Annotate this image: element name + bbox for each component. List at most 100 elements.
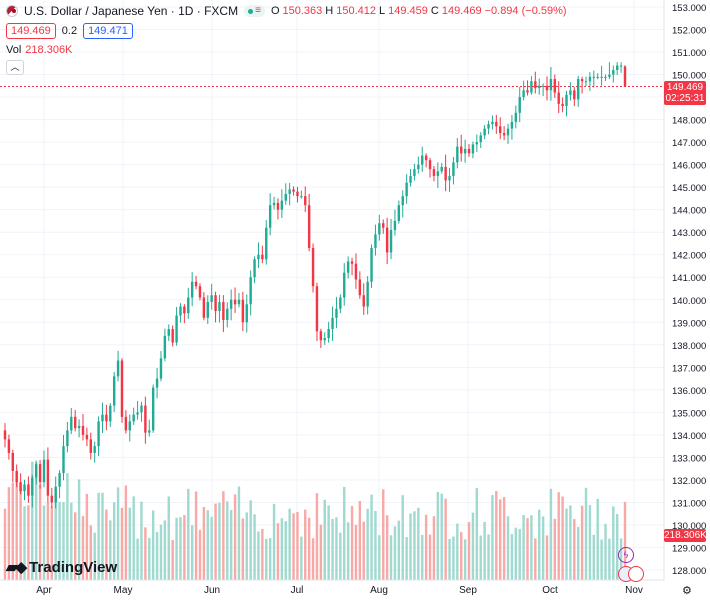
candle-body (382, 223, 385, 228)
volume-legend[interactable]: Vol 218.306K (6, 44, 72, 56)
candle-body (81, 425, 85, 435)
volume-bar (499, 499, 502, 580)
candle-body (159, 358, 163, 379)
volume-bar (460, 532, 463, 580)
volume-bar (15, 472, 18, 580)
volume-bar (323, 499, 326, 580)
candle-body (19, 482, 22, 492)
volume-bar (214, 503, 217, 580)
candle-body (187, 297, 190, 314)
candle-body (101, 414, 104, 422)
price-tick-label: 153.000 (672, 3, 706, 14)
symbol-title[interactable]: U.S. Dollar / Japanese Yen · 1D · FXCM (24, 4, 239, 18)
candle-body (417, 164, 420, 170)
price-tick-label: 131.000 (672, 498, 706, 509)
candle-body (327, 329, 330, 339)
change-value: −0.894 (−0.59%) (484, 5, 567, 17)
candle-body (241, 299, 245, 323)
volume-bar (116, 487, 120, 580)
price-tick-label: 129.000 (672, 543, 706, 554)
volume-bar (354, 524, 358, 580)
candle-body (460, 146, 463, 154)
price-tick-label: 130.000 (672, 521, 706, 532)
buy-button[interactable]: 149.471 (83, 23, 133, 39)
candle-body (522, 90, 525, 98)
candle-body (378, 223, 381, 235)
volume-label: Vol (6, 44, 22, 56)
candle-body (62, 446, 65, 474)
gear-icon[interactable]: ⚙ (682, 585, 692, 597)
candle-body (15, 470, 18, 483)
volume-bar (253, 514, 256, 580)
candle-body (300, 196, 303, 198)
volume-bar (510, 534, 514, 580)
tradingview-logo-icon: ▰◆ (6, 559, 27, 576)
volume-bar (144, 527, 147, 580)
volume-bar (163, 520, 167, 580)
candle-body (276, 202, 280, 210)
volume-bar (38, 484, 42, 580)
candle-body (514, 112, 518, 122)
volume-bar (31, 461, 34, 580)
volume-bar (151, 510, 155, 580)
event-icon[interactable] (628, 566, 644, 582)
volume-bar (226, 501, 229, 580)
volume-bar (502, 497, 506, 580)
volume-bar (54, 495, 57, 580)
candle-body (253, 259, 256, 278)
candle-body (85, 434, 89, 440)
volume-bar (401, 495, 404, 580)
sell-button[interactable]: 149.469 (6, 23, 56, 39)
candle-body (280, 200, 284, 210)
candle-body (580, 79, 584, 82)
candle-body (389, 229, 393, 253)
candle-body (218, 302, 221, 312)
candle-body (339, 297, 342, 309)
volume-bar (518, 528, 521, 580)
volume-bar (393, 526, 397, 580)
candle-body (3, 430, 7, 440)
volume-bar (569, 505, 572, 580)
high-value: 150.412 (336, 5, 376, 17)
time-tick-label: Apr (36, 585, 52, 596)
volume-bar (358, 501, 362, 580)
volume-bar (233, 494, 237, 580)
volume-bar (475, 488, 479, 580)
candle-body (89, 439, 92, 453)
candle-body (588, 76, 592, 82)
volume-bar (3, 508, 7, 580)
market-status-badge[interactable]: ≡ (244, 5, 265, 17)
candle-body (561, 103, 564, 107)
candle-body (70, 416, 73, 431)
volume-bar (261, 528, 264, 580)
volume-bar (440, 493, 443, 580)
price-tick-label: 140.000 (672, 296, 706, 307)
chevron-up-icon[interactable]: ︿ (6, 60, 24, 75)
volume-bar (580, 505, 584, 580)
volume-bar (288, 508, 291, 580)
candle-body (66, 430, 69, 447)
volume-legend-value: 218.306K (25, 44, 73, 56)
candle-body (428, 160, 432, 170)
time-tick-label: Aug (370, 585, 388, 596)
lightning-icon[interactable]: ϟ (618, 547, 634, 563)
tradingview-logo[interactable]: ▰◆ TradingView (6, 558, 117, 577)
candle-body (23, 484, 26, 492)
candle-body (623, 66, 627, 87)
candle-body (534, 81, 537, 89)
candlesticks (3, 62, 627, 509)
volume-bar (487, 534, 490, 580)
volume-tag: 218.306K (664, 529, 707, 542)
candle-body (34, 464, 38, 478)
candle-body (27, 484, 30, 496)
candle-body (366, 281, 369, 307)
ohlc-values: O 150.363 H 150.412 L 149.459 C 149.469 −0.8… (270, 5, 567, 17)
volume-bar (436, 491, 440, 580)
candle-body (557, 92, 560, 104)
candle-body (171, 329, 174, 343)
volume-bar (292, 513, 295, 580)
volume-bar (136, 538, 139, 580)
candle-body (132, 414, 135, 422)
price-tick-label: 128.000 (672, 566, 706, 577)
